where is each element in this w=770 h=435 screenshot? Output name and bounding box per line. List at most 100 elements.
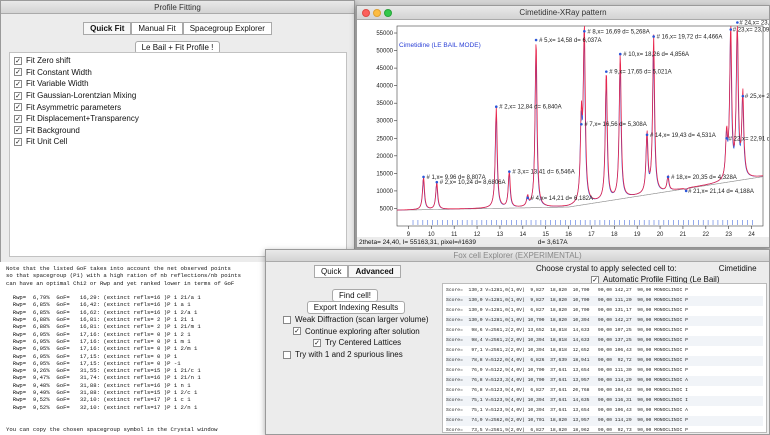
console-line: Rwp= 6,79% GoF= 16,29: (extinct refls=16…: [6, 294, 201, 302]
peak-marker[interactable]: [605, 70, 608, 73]
choose-crystal-row: Choose crystal to apply selected cell to…: [536, 264, 766, 273]
cell-results-list[interactable]: Score= 130,3 V=1281,0(1,0V) 9,827 18,820…: [442, 283, 767, 433]
weak-diffraction-checkbox[interactable]: [283, 315, 291, 324]
peak-marker[interactable]: [684, 189, 688, 193]
result-row[interactable]: Score= 98,4 V=2561,2(2,0V) 10,394 18,818…: [446, 336, 763, 346]
crystal-select[interactable]: Cimetidine: [718, 264, 757, 273]
peak-marker[interactable]: [494, 105, 498, 109]
peak-marker[interactable]: [508, 170, 511, 173]
xray-title: Cimetidine-XRay pattern: [519, 8, 607, 17]
peak-marker[interactable]: [422, 175, 425, 179]
peak-marker[interactable]: [583, 29, 586, 33]
console-output: Note that the listed GoF takes into acco…: [0, 262, 268, 435]
tab-spacegroup-explorer[interactable]: Spacegroup Explorer: [182, 22, 272, 35]
console-line: Rwp= 6,88% GoF= 16,81: (extinct refls= 2…: [6, 323, 201, 331]
result-row[interactable]: Score= 76,8 V=5123,9(4,0V) 6,827 37,641 …: [446, 388, 688, 393]
fit-background-checkbox[interactable]: ✓: [14, 126, 22, 135]
y-tick-label: 20000: [376, 154, 393, 160]
fit-constant-width-label: Fit Constant Width: [26, 67, 92, 77]
console-line: Rwp= 6,95% GoF= 17,15: (extinct refls= 0…: [6, 359, 181, 367]
spurious-lines-checkbox[interactable]: [283, 350, 291, 359]
y-tick-label: 5000: [380, 206, 394, 212]
console-line: Rwp= 9,52% GoF= 32,10: (extinct refls=17…: [6, 403, 198, 411]
fit-asymmetric-checkbox[interactable]: ✓: [14, 103, 22, 112]
status-d-spacing: d= 3,617A: [537, 239, 568, 246]
peak-marker[interactable]: [580, 122, 583, 126]
peak-marker[interactable]: [526, 196, 529, 200]
peak-label: # 22,x= 22,91 d= 3,849A: [729, 136, 769, 142]
peak-label: # 7,x= 16,56 d= 5,308A: [584, 122, 646, 128]
x-tick-label: 19: [634, 232, 641, 238]
fox-titlebar: Fox cell Explorer (EXPERIMENTAL): [266, 250, 769, 262]
fit-unit-cell-checkbox[interactable]: ✓: [14, 137, 22, 146]
peak-marker[interactable]: [741, 94, 745, 98]
result-row[interactable]: Score= 74,9 V=2562,0(2,0V) 10,701 18,820…: [446, 416, 763, 426]
x-tick-label: 10: [428, 232, 435, 238]
peak-marker[interactable]: [729, 28, 733, 31]
console-line: Rwp= 6,85% GoF= 16,62: (extinct refls=16…: [6, 308, 198, 316]
tab-manual-fit[interactable]: Manual Fit: [131, 22, 183, 35]
close-window-icon[interactable]: [362, 9, 370, 17]
choose-crystal-label: Choose crystal to apply selected cell to…: [536, 264, 677, 273]
fit-variable-width-checkbox[interactable]: ✓: [14, 79, 22, 88]
export-indexing-button[interactable]: Export Indexing Results: [306, 301, 406, 314]
console-line: Rwp= 6,95% GoF= 17,16: (extinct refls= 0…: [6, 330, 191, 338]
result-row[interactable]: Score= 75,1 V=5123,9(4,0V) 10,394 37,641…: [446, 408, 688, 413]
fit-unit-cell-label: Fit Unit Cell: [26, 137, 68, 147]
peak-marker[interactable]: [725, 136, 728, 140]
peak-label: # 25,x= 23,62 d= 3,7: [745, 94, 769, 100]
fit-displacement-checkbox[interactable]: ✓: [14, 114, 22, 123]
result-row[interactable]: Score= 76,8 V=5123,3(4,0V) 10,700 37,641…: [446, 376, 763, 386]
fit-zero-shift-checkbox[interactable]: ✓: [14, 56, 22, 65]
peak-marker[interactable]: [534, 38, 538, 42]
peak-marker[interactable]: [736, 21, 739, 24]
result-row[interactable]: Score= 76,9 V=5122,9(4,0V) 10,700 37,641…: [446, 368, 688, 373]
peak-label: # 5,x= 14,58 d= 6,037A: [539, 38, 601, 44]
peak-marker[interactable]: [645, 133, 649, 137]
fit-constant-width-checkbox[interactable]: ✓: [14, 68, 22, 77]
result-row[interactable]: Score= 97,1 V=2561,2(2,0V) 10,394 18,818…: [446, 348, 688, 353]
peak-label: # 10,x= 18,26 d= 4,856A: [623, 52, 689, 58]
console-line: Rwp= 6,85% GoF= 16,42: (extinct refls=16…: [6, 301, 191, 309]
console-line: Rwp= 9,47% GoF= 31,74: (extinct refls=16…: [6, 374, 201, 382]
fit-background-label: Fit Background: [26, 125, 80, 135]
peak-marker[interactable]: [435, 180, 439, 184]
xray-pattern-chart[interactable]: 5000 10000 15000 20000 25000 30000 35000 40000 4…: [357, 20, 769, 238]
y-tick-label: 25000: [376, 136, 393, 142]
result-row[interactable]: Score= 75,1 V=5123,9(4,0V) 10,394 37,641…: [446, 396, 763, 406]
x-tick-label: 11: [451, 232, 458, 238]
result-row[interactable]: Score= 130,0 V=1281,0(1,0V) 9,827 18,820…: [446, 296, 763, 306]
peak-label: # 23,x= 23,09 d= 3,81: [733, 28, 769, 34]
result-row[interactable]: Score= 98,6 V=2561,2(2,0V) 13,652 18,818…: [446, 328, 688, 333]
plot-area: [396, 25, 764, 227]
result-row[interactable]: Score= 130,3 V=1281,0(1,0V) 9,827 18,820…: [446, 288, 688, 293]
continue-exploring-checkbox[interactable]: ✓: [293, 327, 301, 336]
peak-label: # 4,x= 14,21 d= 6,182A: [531, 196, 593, 202]
tab-quick-fit[interactable]: Quick Fit: [83, 22, 132, 35]
zoom-window-icon[interactable]: [384, 9, 392, 17]
tab-quick[interactable]: Quick: [314, 265, 349, 278]
fit-zero-shift-label: Fit Zero shift: [26, 56, 71, 66]
result-row[interactable]: Score= 130,0 V=1281,0(1,0V) 6,827 18,820…: [446, 308, 688, 313]
peak-marker[interactable]: [618, 52, 622, 56]
x-tick-label: 13: [497, 232, 504, 238]
result-row[interactable]: Score= 130,0 V=1281,0(1,0V) 10,700 18,82…: [446, 316, 763, 326]
centered-lattices-checkbox[interactable]: ✓: [313, 338, 321, 347]
y-tick-label: 55000: [376, 31, 393, 37]
peak-marker[interactable]: [652, 35, 655, 38]
peak-label: # 24,x= 23,38 d= 3,8: [739, 20, 769, 26]
continue-exploring-label: Continue exploring after solution: [305, 326, 420, 336]
tab-advanced[interactable]: Advanced: [348, 265, 401, 278]
xray-status-bar: 2theta= 24,40, I= 55163,31, pixel=#1639 …: [357, 237, 769, 247]
console-line: Rwp= 9,26% GoF= 31,55: (extinct refls=15…: [6, 367, 201, 375]
console-line: [6, 411, 262, 418]
result-row[interactable]: Score= 73,5 V=2561,9(2,0V) 6,827 18,820 …: [446, 428, 688, 433]
y-tick-label: 10000: [376, 189, 393, 195]
minimize-window-icon[interactable]: [373, 9, 381, 17]
result-row[interactable]: Score= 78,8 V=5122,0(4,0V) 6,826 37,639 …: [446, 356, 763, 366]
peak-marker[interactable]: [666, 175, 670, 179]
x-tick-label: 22: [702, 232, 709, 238]
fit-mixing-checkbox[interactable]: ✓: [14, 91, 22, 100]
peak-label: # 3,x= 13,41 d= 6,546A: [512, 170, 574, 176]
console-line: Rwp= 6,95% GoF= 17,16: (extinct refls= 0…: [6, 345, 198, 353]
